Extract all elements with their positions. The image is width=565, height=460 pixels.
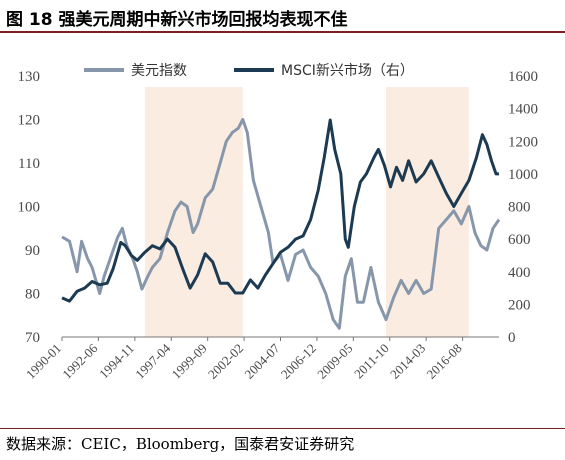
x-tick-label: 2016-08 xyxy=(423,341,464,382)
y-right-tick-label: 400 xyxy=(508,265,531,281)
y-right-tick-label: 200 xyxy=(508,297,531,313)
y-left-tick-label: 110 xyxy=(18,156,40,172)
x-tick-label: 1994-11 xyxy=(96,341,137,382)
y-left-tick-label: 130 xyxy=(18,69,41,85)
x-tick-label: 1997-04 xyxy=(132,340,174,382)
y-left-tick-label: 90 xyxy=(25,243,40,259)
y-right-tick-label: 800 xyxy=(508,200,531,216)
y-left-tick-label: 70 xyxy=(25,330,40,346)
line-chart: 70 80 90 100 110 120 130 0 200 400 600 800 1000 1200… xyxy=(18,62,539,382)
series-lines xyxy=(61,118,501,330)
y-left-tick-label: 100 xyxy=(18,200,41,216)
y-right-tick-label: 0 xyxy=(508,330,516,346)
shaded-periods xyxy=(144,87,469,337)
y-right-tick-label: 1400 xyxy=(508,102,538,118)
figure-title: 图 18 强美元周期中新兴市场回报均表现不佳 xyxy=(6,10,348,30)
y-right-tick-label: 600 xyxy=(508,232,531,248)
legend-label-usd-index: 美元指数 xyxy=(131,63,187,79)
x-tick-label: 2006-12 xyxy=(278,341,319,382)
y-axis-right-ticks: 0 200 400 600 800 1000 1200 1400 1600 xyxy=(508,69,538,346)
x-tick-label: 2014-03 xyxy=(387,341,428,382)
x-tick-label: 1992-06 xyxy=(59,340,101,382)
series-line-msci-em xyxy=(61,118,499,303)
source-note: 数据来源：CEIC，Bloomberg，国泰君安证券研究 xyxy=(6,435,355,453)
x-tick-label: 2002-02 xyxy=(205,341,246,382)
source-rule xyxy=(0,428,565,429)
y-right-tick-label: 1600 xyxy=(508,69,538,85)
legend-label-msci-em: MSCI新兴市场（右） xyxy=(281,62,414,79)
x-tick-label: 1990-01 xyxy=(23,341,64,382)
y-right-tick-label: 1200 xyxy=(508,134,538,150)
x-tick-label: 2009-05 xyxy=(314,341,355,382)
shaded-period-2 xyxy=(385,87,469,337)
x-tick-label: 2004-07 xyxy=(241,340,283,382)
legend: 美元指数 MSCI新兴市场（右） xyxy=(84,62,414,79)
x-tick-label: 1999-09 xyxy=(169,341,210,382)
y-left-tick-label: 80 xyxy=(25,287,40,303)
title-rule xyxy=(0,31,565,33)
y-right-tick-label: 1000 xyxy=(508,167,538,183)
x-tick-label: 2011-10 xyxy=(351,341,392,382)
shaded-period-1 xyxy=(144,87,243,337)
y-left-tick-label: 120 xyxy=(18,113,41,129)
x-axis-ticks: 1990-011992-061994-111997-041999-092002-… xyxy=(23,337,465,382)
y-axis-left-ticks: 70 80 90 100 110 120 130 xyxy=(18,69,41,346)
